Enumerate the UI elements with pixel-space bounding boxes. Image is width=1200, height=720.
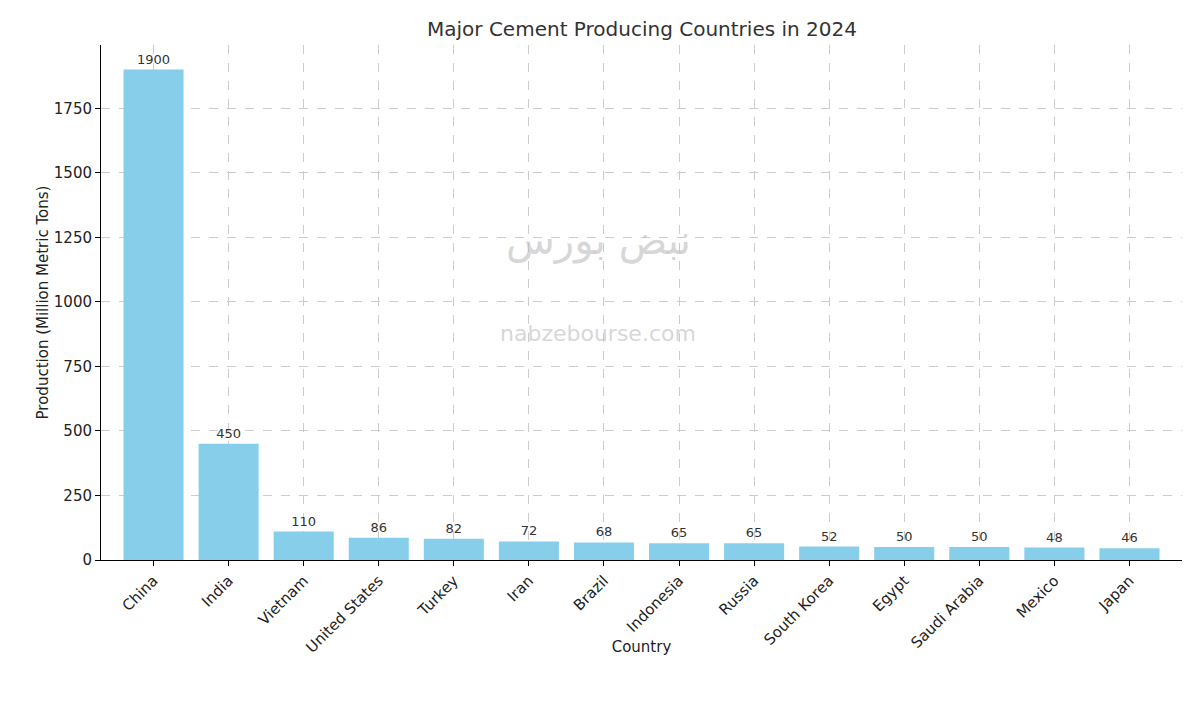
svg-text:1000: 1000	[54, 293, 92, 311]
svg-text:450: 450	[216, 426, 241, 441]
svg-text:Saudi Arabia: Saudi Arabia	[907, 572, 987, 652]
svg-text:India: India	[198, 572, 237, 611]
svg-text:0: 0	[82, 551, 92, 569]
svg-text:Russia: Russia	[715, 572, 762, 619]
svg-text:1900: 1900	[137, 52, 170, 67]
svg-text:Major Cement Producing Countri: Major Cement Producing Countries in 2024	[427, 17, 857, 41]
svg-text:Indonesia: Indonesia	[623, 572, 687, 636]
svg-text:South Korea: South Korea	[760, 572, 837, 649]
svg-text:65: 65	[671, 525, 688, 540]
svg-text:82: 82	[446, 521, 463, 536]
svg-text:Production (Million Metric Ton: Production (Million Metric Tons)	[34, 186, 52, 420]
svg-text:52: 52	[821, 529, 838, 544]
svg-text:Iran: Iran	[504, 572, 537, 605]
svg-text:72: 72	[521, 523, 538, 538]
svg-text:250: 250	[63, 487, 92, 505]
svg-text:46: 46	[1121, 530, 1138, 545]
svg-text:Mexico: Mexico	[1013, 572, 1063, 622]
svg-text:Turkey: Turkey	[414, 572, 462, 620]
svg-text:110: 110	[291, 514, 316, 529]
svg-text:nabzebourse.com: nabzebourse.com	[500, 321, 696, 346]
svg-text:Vietnam: Vietnam	[255, 572, 312, 629]
svg-text:65: 65	[746, 525, 763, 540]
svg-text:68: 68	[596, 524, 613, 539]
svg-text:Brazil: Brazil	[570, 572, 612, 614]
svg-text:750: 750	[63, 358, 92, 376]
svg-text:China: China	[119, 572, 162, 615]
svg-text:86: 86	[370, 520, 387, 535]
svg-text:48: 48	[1046, 530, 1063, 545]
svg-text:Egypt: Egypt	[869, 572, 912, 615]
svg-text:نبض بورس: نبض بورس	[506, 217, 691, 264]
svg-text:1250: 1250	[54, 229, 92, 247]
svg-text:500: 500	[63, 422, 92, 440]
svg-text:50: 50	[971, 529, 988, 544]
svg-text:Japan: Japan	[1095, 572, 1138, 615]
svg-text:1500: 1500	[54, 164, 92, 182]
svg-text:Country: Country	[612, 638, 672, 656]
svg-text:United States: United States	[302, 572, 387, 657]
svg-text:50: 50	[896, 529, 913, 544]
svg-text:1750: 1750	[54, 100, 92, 118]
